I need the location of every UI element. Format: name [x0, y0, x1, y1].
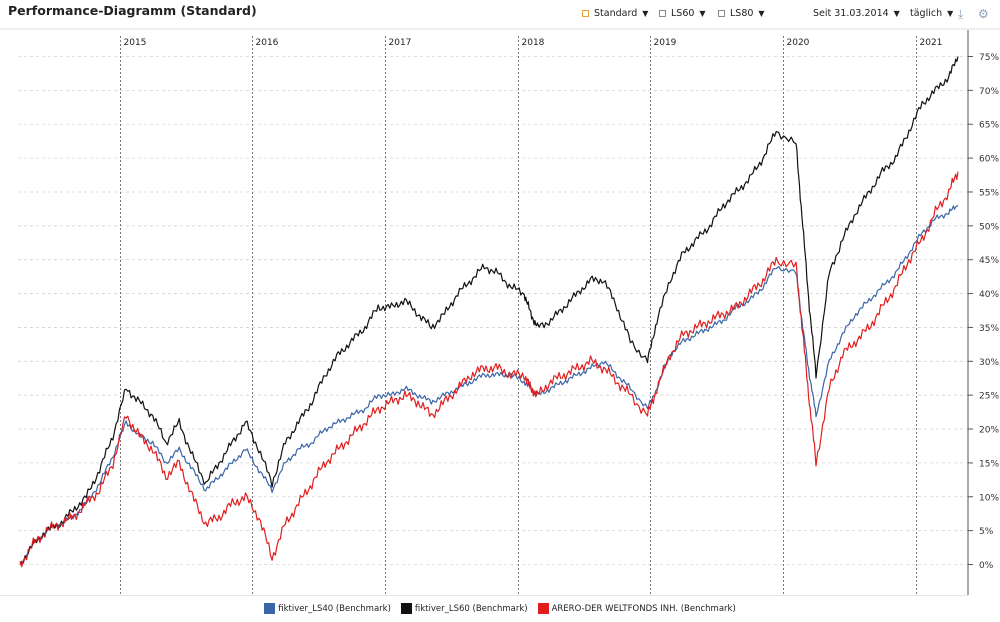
legend-label-arero: ARERO-DER WELTFONDS INH. (Benchmark) — [551, 603, 736, 614]
legend-item-arero[interactable]: ARERO-DER WELTFONDS INH. (Benchmark) — [537, 603, 736, 614]
period-label: Seit 31.03.2014 — [813, 8, 889, 19]
performance-chart: 0% 5% 10% 15% 20% 25% 30% 35% 40% 45% 50% 55% 60% 65%… — [0, 28, 1000, 596]
y-tick-label: 65% — [979, 121, 999, 131]
legend-label-ls60: fiktiver_LS60 (Benchmark) — [414, 603, 528, 614]
period-selector[interactable]: Seit 31.03.2014 ▼ — [813, 8, 900, 19]
y-tick-label: 0% — [979, 561, 994, 571]
y-tick-label: 15% — [979, 459, 999, 469]
year-label: 2015 — [124, 38, 147, 48]
legend-item-ls40[interactable]: fiktiver_LS40 (Benchmark) — [264, 603, 391, 614]
series-line-3 — [19, 171, 959, 568]
gear-icon[interactable]: ⚙ — [978, 7, 989, 21]
standard-checkbox[interactable] — [582, 10, 589, 17]
ls80-checkbox[interactable] — [718, 10, 725, 17]
standard-label: Standard — [594, 8, 638, 19]
y-tick-label: 75% — [979, 53, 999, 63]
ls60-label: LS60 — [671, 8, 695, 19]
y-tick-label: 5% — [979, 527, 994, 537]
year-label: 2020 — [787, 38, 810, 48]
y-tick-label: 10% — [979, 493, 999, 503]
chevron-down-icon[interactable]: ▼ — [699, 9, 706, 18]
y-tick-label: 50% — [979, 222, 999, 232]
chevron-down-icon[interactable]: ▼ — [758, 9, 765, 18]
frequency-label: täglich — [910, 8, 943, 19]
ls60-selector[interactable]: LS60 ▼ — [659, 8, 706, 19]
year-label: 2017 — [389, 38, 412, 48]
download-icon[interactable]: ⤓ — [958, 7, 964, 21]
ls60-checkbox[interactable] — [659, 10, 666, 17]
y-tick-label: 35% — [979, 324, 999, 334]
chart-legend: fiktiver_LS40 (Benchmark) fiktiver_LS60 … — [0, 603, 1000, 614]
ls80-label: LS80 — [730, 8, 754, 19]
standard-selector[interactable]: Standard ▼ — [582, 8, 648, 19]
year-label: 2018 — [522, 38, 545, 48]
chart-toolbar: Standard ▼ LS60 ▼ LS80 ▼ Seit 31.03.2014… — [0, 8, 1000, 22]
y-tick-label: 55% — [979, 188, 999, 198]
series-line-2 — [19, 56, 959, 565]
legend-label-ls40: fiktiver_LS40 (Benchmark) — [278, 603, 391, 614]
page-title: Performance-Diagramm (Standard) — [8, 3, 257, 18]
legend-swatch-ls60 — [400, 603, 412, 614]
ls80-selector[interactable]: LS80 ▼ — [718, 8, 765, 19]
y-tick-label: 40% — [979, 290, 999, 300]
year-label: 2016 — [256, 38, 279, 48]
legend-swatch-arero — [537, 603, 549, 614]
year-label: 2019 — [654, 38, 677, 48]
y-tick-label: 60% — [979, 155, 999, 165]
frequency-selector[interactable]: täglich ▼ — [910, 8, 953, 19]
y-tick-label: 20% — [979, 426, 999, 436]
y-tick-label: 30% — [979, 358, 999, 368]
legend-swatch-ls40 — [264, 603, 276, 614]
y-tick-label: 45% — [979, 256, 999, 266]
legend-item-ls60[interactable]: fiktiver_LS60 (Benchmark) — [400, 603, 528, 614]
chevron-down-icon[interactable]: ▼ — [947, 9, 954, 18]
y-tick-label: 25% — [979, 392, 999, 402]
y-tick-label: 70% — [979, 87, 999, 97]
series-line-1 — [19, 204, 959, 565]
chevron-down-icon[interactable]: ▼ — [893, 9, 900, 18]
year-label: 2021 — [920, 38, 943, 48]
chevron-down-icon[interactable]: ▼ — [642, 9, 649, 18]
